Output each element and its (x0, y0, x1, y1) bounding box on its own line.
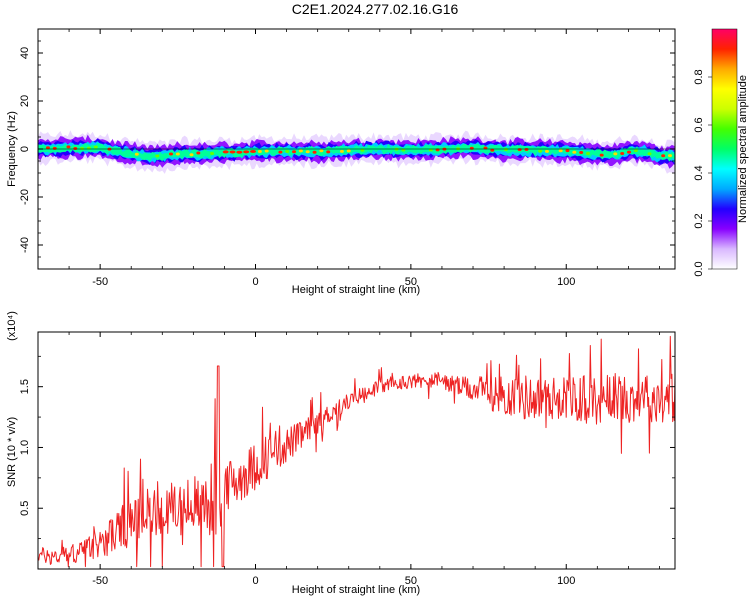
spectrogram-hotspot (620, 152, 625, 156)
spectrogram-heatmap (38, 130, 675, 174)
colorbar-tick-label: 0.4 (693, 165, 705, 180)
spectrogram-hotspot (490, 148, 495, 152)
snr-x-ticks: -50 0 50 100 (37, 332, 660, 587)
spectrogram-hotspot (524, 148, 529, 152)
spectrogram-hotspot (599, 153, 604, 157)
spectrogram-hotspot (469, 146, 474, 150)
spectrogram-hotspot (285, 149, 290, 153)
spectrogram-hotspot (360, 148, 365, 152)
spectrogram-x-tick-label: 50 (405, 276, 417, 288)
chart-title: C2E1.2024.277.02.16.G16 (291, 1, 459, 17)
colorbar-label: Normalized spectral amplitude (737, 75, 749, 223)
spectrogram-hotspot (264, 149, 269, 153)
snr-x-tick-label: 100 (557, 575, 575, 587)
spectrogram-x-tick-label: -50 (92, 276, 108, 288)
snr-x-tick-label: 50 (405, 575, 417, 587)
spectrogram-hotspot (339, 149, 344, 153)
spectrogram-hotspot (196, 151, 201, 155)
spectrogram-hotspot (189, 153, 194, 157)
spectrogram-hotspot (80, 147, 85, 151)
spectrogram-hotspot (565, 149, 570, 153)
spectrogram-hotspot (319, 149, 324, 153)
spectrogram-hotspot (633, 149, 638, 153)
spectrogram-hotspot (45, 146, 50, 150)
spectrogram-y-tick-label: 40 (19, 47, 31, 59)
spectrogram-hotspot (668, 154, 673, 158)
spectrogram-hotspot (257, 149, 262, 153)
snr-multiplier-label: (x10⁴) (6, 311, 18, 341)
spectrogram-hotspot (155, 154, 160, 158)
snr-plot-area (38, 332, 675, 569)
spectrogram-hotspot (66, 145, 71, 149)
snr-y-axis-label: SNR (10 * v/v) (6, 417, 18, 487)
spectrogram-hotspot (229, 150, 236, 154)
spectrogram-hotspot (613, 152, 618, 156)
spectrogram-hotspot (503, 147, 508, 151)
spectrogram-hotspot (647, 152, 652, 156)
spectrogram-y-tick-label: 0 (19, 146, 31, 152)
spectrogram-hotspot (278, 150, 283, 154)
spectrogram-band-layer (38, 140, 675, 163)
snr-line-layer (38, 335, 675, 568)
snr-x-axis-label: Height of straight line (km) (292, 584, 420, 596)
spectrogram-hotspot (236, 150, 243, 154)
spectrogram-y-tick-label: 20 (19, 95, 31, 107)
colorbar-tick-label: 0.8 (693, 69, 705, 84)
snr-y-tick-label: 1.0 (19, 440, 31, 455)
spectrogram-hotspot (73, 146, 78, 150)
spectrogram-x-ticks: -50 0 50 100 (37, 29, 660, 288)
spectrogram-hotspot (572, 150, 577, 154)
spectrogram-y-tick-label: -40 (19, 237, 31, 253)
snr-y-ticks: 0.5 1.0 1.5 (19, 355, 675, 540)
spectrogram-hotspot (243, 150, 250, 154)
spectrogram-hotspot (93, 145, 98, 149)
spectrogram-x-axis-label: Height of straight line (km) (292, 284, 420, 296)
snr-series-line (38, 335, 675, 568)
spectrogram-hotspot (661, 154, 666, 158)
colorbar-ticks: 0.0 0.2 0.4 0.6 0.8 (693, 69, 712, 277)
colorbar-tick-label: 0.6 (693, 117, 705, 132)
spectrogram-hotspot (222, 150, 229, 154)
colorbar-gradient (712, 29, 737, 269)
spectrogram-hotspot (298, 149, 303, 153)
spectrogram-hotspot (326, 150, 331, 154)
colorbar-tick-label: 0.0 (693, 261, 705, 276)
spectrogram-hotspot (168, 152, 173, 156)
spectrogram-hotspot (305, 150, 310, 154)
spectrogram-hotspot (292, 150, 297, 154)
colorbar-tick-label: 0.2 (693, 213, 705, 228)
snr-y-tick-label: 1.5 (19, 379, 31, 394)
spectrogram-hotspot (346, 149, 351, 153)
snr-x-tick-label: 0 (252, 575, 258, 587)
snr-y-tick-label: 0.5 (19, 501, 31, 516)
snr-x-tick-label: -50 (92, 575, 108, 587)
spectrogram-hotspot (544, 149, 549, 153)
spectrogram-hotspot (517, 148, 522, 152)
spectrogram-y-ticks: -40 -20 0 20 40 (19, 28, 675, 270)
spectrogram-y-axis-label: Frequency (Hz) (6, 111, 18, 187)
spectrogram-hotspot (627, 150, 632, 154)
spectrogram-hotspot (558, 149, 563, 153)
snr-panel: -50 0 50 100 0.5 1.0 1.5 Height of straight l… (6, 311, 676, 596)
spectrogram-x-tick-label: 0 (252, 276, 258, 288)
spectrogram-hotspot (210, 152, 215, 156)
spectrogram-band-layer (38, 142, 675, 162)
colorbar: 0.0 0.2 0.4 0.6 0.8 Normalized spectral ampl… (693, 28, 749, 277)
spectrogram-hotspot (52, 146, 57, 150)
spectrogram-hotspot (312, 150, 317, 154)
spectrogram-hotspot (175, 152, 180, 156)
spectrogram-hotspot (250, 149, 257, 153)
spectrogram-hotspot (579, 151, 584, 155)
spectrogram-hotspot (538, 149, 543, 153)
spectrogram-hotspot (585, 152, 590, 156)
colorbar-frame (711, 28, 738, 270)
spectrogram-panel: -50 0 50 100 -40 -20 0 20 40 Height of straight… (6, 28, 676, 296)
snr-frame (37, 331, 676, 570)
spectrogram-hotspot (134, 152, 139, 156)
spectrogram-y-tick-label: -20 (19, 189, 31, 205)
spectrogram-x-tick-label: 100 (557, 276, 575, 288)
